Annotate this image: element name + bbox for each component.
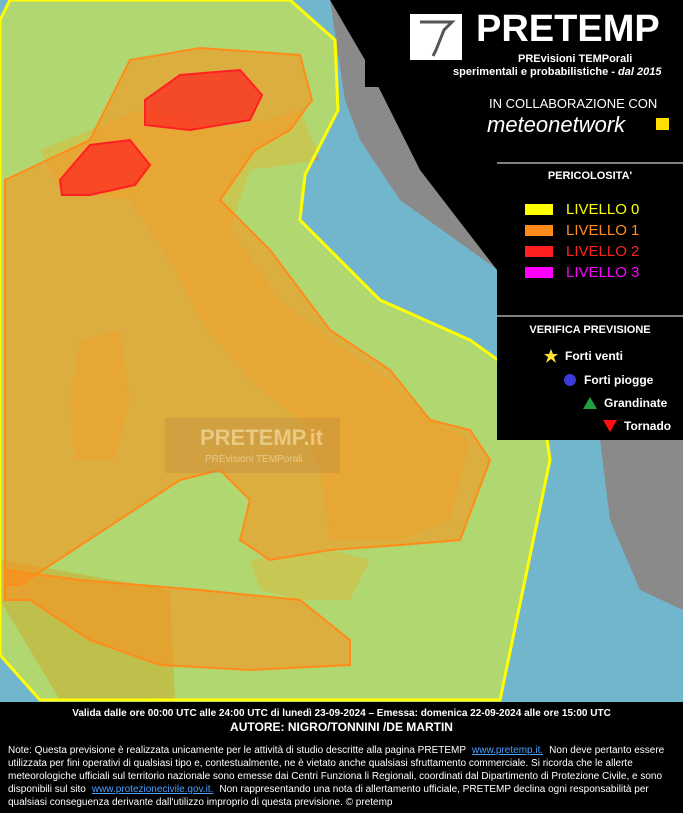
symbol	[583, 397, 597, 409]
verification-title: VERIFICA PREVISIONE	[529, 324, 651, 336]
sicily	[250, 550, 370, 600]
legend-label: LIVELLO 2	[566, 243, 640, 260]
level-1-area	[3, 568, 351, 672]
symbol	[564, 374, 576, 386]
link[interactable]: www.pretemp.it.	[472, 745, 544, 756]
verification-symbol	[603, 420, 617, 432]
watermark-box	[165, 418, 340, 473]
legend-label: LIVELLO 0	[566, 201, 640, 218]
verification-label: Forti piogge	[584, 373, 654, 387]
level-2-area	[144, 68, 264, 132]
legend-swatch	[525, 225, 553, 236]
greece	[600, 430, 683, 610]
legend-swatch	[525, 246, 553, 257]
watermark: PRETEMP.it PREvisioni TEMPorali	[165, 418, 340, 473]
author: AUTORE: NIGRO/TONNINI /DE MARTIN	[230, 720, 453, 734]
symbol	[544, 349, 558, 363]
legend-swatch	[525, 267, 553, 278]
tornado-icon	[420, 20, 456, 57]
since: dal 2015	[618, 66, 662, 78]
watermark-subtitle: PREvisioni TEMPorali	[205, 454, 303, 465]
partner-mark	[656, 118, 669, 130]
link[interactable]: www.protezionecivile.gov.it.	[91, 784, 214, 795]
legend-title: PERICOLOSITA'	[547, 170, 633, 182]
verification-symbol	[544, 349, 558, 363]
verification-symbol	[564, 374, 576, 386]
subtitle: PREvisioni TEMPorali	[518, 53, 633, 65]
title: PRETEMP	[476, 8, 660, 50]
verification-label: Grandinate	[604, 396, 668, 410]
verification-label: Forti venti	[565, 349, 624, 363]
note: Note: Questa previsione è realizzata uni…	[8, 744, 675, 809]
map: PRETEMP.it PREvisioni TEMPorali	[0, 0, 683, 702]
legend-label: LIVELLO 3	[566, 264, 640, 281]
footer: Valida dalle ore 00:00 UTC alle 24:00 UT…	[0, 702, 683, 813]
watermark-title: PRETEMP.it	[200, 425, 324, 450]
tagline-text: sperimentali e probabilistiche -	[453, 66, 619, 78]
tagline: sperimentali e probabilistiche - dal 201…	[453, 66, 661, 78]
verification-symbol	[583, 397, 597, 409]
verification-label: Tornado	[624, 419, 672, 433]
legend-label: LIVELLO 1	[566, 222, 640, 239]
symbol	[603, 420, 617, 432]
note-text: Non rappresentando una nota di allertame…	[8, 784, 649, 808]
note-text: Non deve pertanto essere utilizzata per …	[8, 745, 665, 795]
note-text: Note: Questa previsione è realizzata uni…	[8, 745, 467, 756]
validity: Valida dalle ore 00:00 UTC alle 24:00 UT…	[72, 708, 611, 719]
level-2-area	[58, 138, 152, 196]
partner: meteonetwork	[487, 112, 626, 137]
legend-swatch	[525, 204, 553, 215]
collab: IN COLLABORAZIONE CON	[489, 96, 658, 111]
